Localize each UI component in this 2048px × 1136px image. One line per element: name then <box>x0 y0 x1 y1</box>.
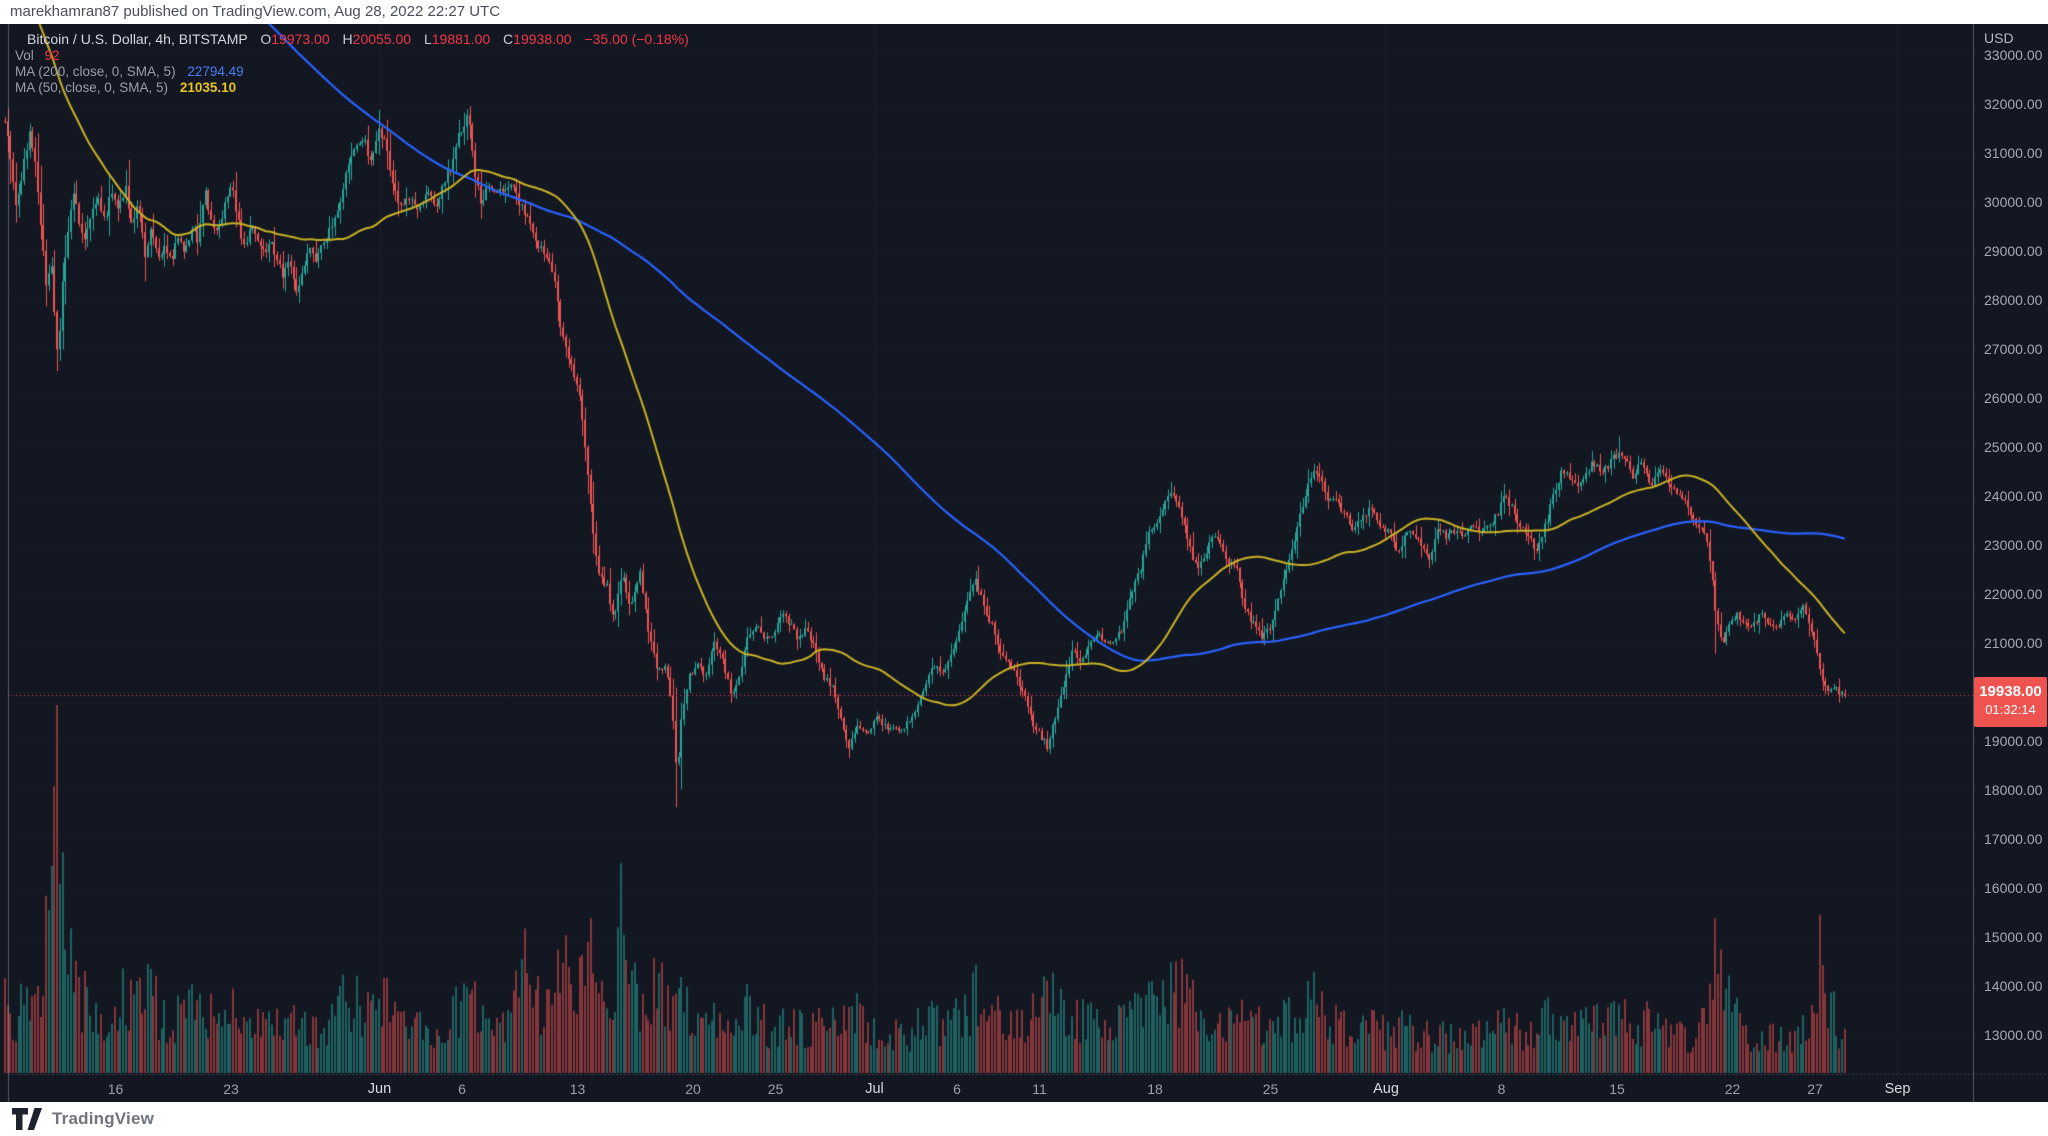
ma200-value: 22794.49 <box>187 64 244 79</box>
time-axis-label: 25 <box>1262 1081 1279 1097</box>
price-axis-label: 21000.00 <box>1984 635 2043 651</box>
last-price-tag: 19938.00 01:32:14 <box>1974 677 2047 728</box>
time-axis-label: 27 <box>1807 1081 1823 1097</box>
price-axis-label: 24000.00 <box>1984 488 2043 504</box>
symbol-title: Bitcoin / U.S. Dollar, 4h, BITSTAMP <box>27 31 248 47</box>
price-axis-label: 27000.00 <box>1984 341 2043 357</box>
price-axis-label: 23000.00 <box>1984 537 2043 553</box>
price-axis-label: 30000.00 <box>1984 194 2043 210</box>
price-axis-label: 26000.00 <box>1984 390 2043 406</box>
time-axis-label: Jul <box>865 1081 884 1097</box>
open-value: 19973.00 <box>271 31 330 47</box>
time-axis-label: 6 <box>953 1081 961 1097</box>
time-axis-label: Aug <box>1373 1081 1399 1097</box>
time-axis-label: Sep <box>1884 1081 1911 1097</box>
time-axis-label: 16 <box>107 1081 124 1097</box>
price-axis-label: 13000.00 <box>1984 1027 2043 1043</box>
price-axis-label: 32000.00 <box>1984 96 2043 112</box>
time-axis-label: 25 <box>767 1081 784 1097</box>
low-value: 19881.00 <box>431 31 491 47</box>
ma200-legend-row: MA (200, close, 0, SMA, 5) 22794.49 <box>15 64 244 79</box>
ma200-label: MA (200, close, 0, SMA, 5) <box>15 64 176 79</box>
time-axis-label: 20 <box>685 1081 701 1097</box>
price-axis-label: 25000.00 <box>1984 439 2043 455</box>
price-axis-label: 33000.00 <box>1984 47 2043 63</box>
time-axis-label: 11 <box>1032 1081 1047 1097</box>
price-axis-unit: USD <box>1984 30 2014 46</box>
change-value: −35.00 (−0.18%) <box>584 31 689 47</box>
price-axis-label: 14000.00 <box>1984 978 2043 994</box>
volume-label: Vol <box>15 48 34 63</box>
ma50-value: 21035.10 <box>179 80 237 95</box>
close-label: C <box>503 31 514 47</box>
high-value: 20055.00 <box>352 31 412 47</box>
price-axis-label: 31000.00 <box>1984 145 2043 161</box>
ma50-label: MA (50, close, 0, SMA, 5) <box>15 80 169 95</box>
bar-countdown: 01:32:14 <box>1985 702 2036 718</box>
time-axis-label: 8 <box>1497 1081 1506 1097</box>
time-axis-label: 13 <box>569 1081 586 1097</box>
time-axis-label: 6 <box>458 1081 466 1097</box>
price-axis-label: 22000.00 <box>1984 586 2043 602</box>
volume-legend-row: Vol 92 <box>15 48 60 63</box>
symbol-legend-row: Bitcoin / U.S. Dollar, 4h, BITSTAMP O199… <box>27 31 689 47</box>
price-axis-label: 17000.00 <box>1984 831 2043 847</box>
open-label: O <box>260 31 272 47</box>
time-axis-label: 23 <box>223 1081 239 1097</box>
price-axis-label: 19000.00 <box>1984 733 2043 749</box>
low-label: L <box>423 31 432 47</box>
price-axis-label: 18000.00 <box>1984 782 2043 798</box>
volume-value: 92 <box>44 48 60 63</box>
time-axis-label: Jun <box>367 1081 392 1097</box>
price-axis-label: 15000.00 <box>1984 929 2043 945</box>
ma50-legend-row: MA (50, close, 0, SMA, 5) 21035.10 <box>15 80 236 95</box>
time-axis-label: 22 <box>1724 1081 1741 1097</box>
time-axis-label: 15 <box>1609 1081 1625 1097</box>
high-label: H <box>342 31 353 47</box>
time-axis-label: 18 <box>1147 1081 1163 1097</box>
last-price-value: 19938.00 <box>1979 683 2042 701</box>
close-value: 19938.00 <box>513 31 572 47</box>
price-axis-label: 16000.00 <box>1984 880 2043 896</box>
price-axis-label: 28000.00 <box>1984 292 2043 308</box>
price-axis-label: 29000.00 <box>1984 243 2043 259</box>
